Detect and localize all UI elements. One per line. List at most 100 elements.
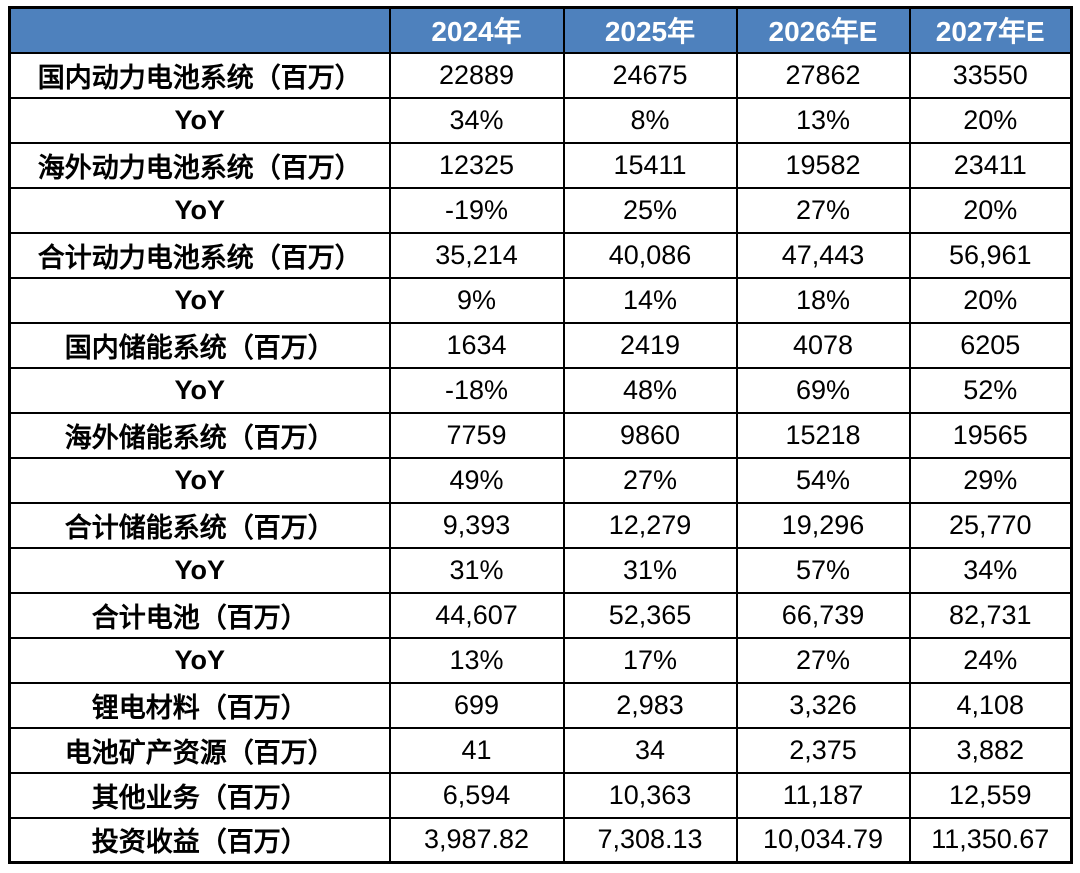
header-cell-2025: 2025年 [562, 6, 738, 54]
value-cell: 31% [388, 546, 565, 594]
header-cell-2026e: 2026年E [735, 6, 911, 54]
table-row: 合计电池（百万） 44,607 52,365 66,739 82,731 [8, 591, 1073, 639]
value-cell: 2419 [562, 321, 738, 369]
value-cell: 29% [908, 456, 1073, 504]
value-cell: 11,187 [735, 771, 911, 819]
row-label-cell: 其他业务（百万） [8, 771, 391, 819]
value-cell: 6,594 [388, 771, 565, 819]
row-label-cell: 合计电池（百万） [8, 591, 391, 639]
value-cell: 20% [908, 186, 1073, 234]
value-cell: 12,559 [908, 771, 1073, 819]
row-label-cell: 海外动力电池系统（百万） [8, 141, 391, 189]
value-cell: 11,350.67 [908, 816, 1073, 864]
table-row: 投资收益（百万） 3,987.82 7,308.13 10,034.79 11,… [8, 816, 1073, 864]
value-cell: 19565 [908, 411, 1073, 459]
value-cell: 82,731 [908, 591, 1073, 639]
value-cell: 9,393 [388, 501, 565, 549]
table-row: 海外储能系统（百万） 7759 9860 15218 19565 [8, 411, 1073, 459]
row-label-cell: 电池矿产资源（百万） [8, 726, 391, 774]
value-cell: 8% [562, 96, 738, 144]
header-cell-empty [8, 6, 391, 54]
value-cell: 10,034.79 [735, 816, 911, 864]
value-cell: 27% [735, 186, 911, 234]
value-cell: 19,296 [735, 501, 911, 549]
header-cell-2024: 2024年 [388, 6, 565, 54]
row-label-cell: 合计动力电池系统（百万） [8, 231, 391, 279]
value-cell: -19% [388, 186, 565, 234]
table-row: YoY 31% 31% 57% 34% [8, 546, 1073, 594]
value-cell: 66,739 [735, 591, 911, 639]
value-cell: 19582 [735, 141, 911, 189]
value-cell: 13% [388, 636, 565, 684]
value-cell: 12,279 [562, 501, 738, 549]
value-cell: 22889 [388, 51, 565, 99]
table-row: 电池矿产资源（百万） 41 34 2,375 3,882 [8, 726, 1073, 774]
value-cell: 3,882 [908, 726, 1073, 774]
table-row: 国内储能系统（百万） 1634 2419 4078 6205 [8, 321, 1073, 369]
value-cell: 3,326 [735, 681, 911, 729]
value-cell: 47,443 [735, 231, 911, 279]
value-cell: 35,214 [388, 231, 565, 279]
value-cell: 1634 [388, 321, 565, 369]
table-row: 国内动力电池系统（百万） 22889 24675 27862 33550 [8, 51, 1073, 99]
value-cell: 25% [562, 186, 738, 234]
row-label-cell: YoY [8, 456, 391, 504]
table-row: 合计动力电池系统（百万） 35,214 40,086 47,443 56,961 [8, 231, 1073, 279]
financial-forecast-table: 2024年 2025年 2026年E 2027年E 国内动力电池系统（百万） 2… [8, 6, 1073, 864]
value-cell: 40,086 [562, 231, 738, 279]
value-cell: 44,607 [388, 591, 565, 639]
table-row: 其他业务（百万） 6,594 10,363 11,187 12,559 [8, 771, 1073, 819]
value-cell: 57% [735, 546, 911, 594]
value-cell: 34 [562, 726, 738, 774]
row-label-cell: 合计储能系统（百万） [8, 501, 391, 549]
row-label-cell: 海外储能系统（百万） [8, 411, 391, 459]
row-label-cell: YoY [8, 96, 391, 144]
value-cell: 52,365 [562, 591, 738, 639]
value-cell: 24675 [562, 51, 738, 99]
value-cell: 13% [735, 96, 911, 144]
value-cell: 27862 [735, 51, 911, 99]
value-cell: 15411 [562, 141, 738, 189]
value-cell: 34% [908, 546, 1073, 594]
value-cell: 12325 [388, 141, 565, 189]
row-label-cell: YoY [8, 366, 391, 414]
value-cell: 7759 [388, 411, 565, 459]
table-row: YoY 9% 14% 18% 20% [8, 276, 1073, 324]
value-cell: 25,770 [908, 501, 1073, 549]
header-cell-2027e: 2027年E [908, 6, 1073, 54]
value-cell: 7,308.13 [562, 816, 738, 864]
table-row: 锂电材料（百万） 699 2,983 3,326 4,108 [8, 681, 1073, 729]
value-cell: 15218 [735, 411, 911, 459]
value-cell: 27% [735, 636, 911, 684]
value-cell: 6205 [908, 321, 1073, 369]
value-cell: 9860 [562, 411, 738, 459]
row-label-cell: 国内储能系统（百万） [8, 321, 391, 369]
value-cell: 10,363 [562, 771, 738, 819]
row-label-cell: YoY [8, 186, 391, 234]
value-cell: 56,961 [908, 231, 1073, 279]
row-label-cell: YoY [8, 636, 391, 684]
value-cell: 9% [388, 276, 565, 324]
table-row: YoY 13% 17% 27% 24% [8, 636, 1073, 684]
value-cell: 48% [562, 366, 738, 414]
value-cell: 18% [735, 276, 911, 324]
value-cell: 49% [388, 456, 565, 504]
value-cell: 2,375 [735, 726, 911, 774]
value-cell: 33550 [908, 51, 1073, 99]
value-cell: 27% [562, 456, 738, 504]
value-cell: 52% [908, 366, 1073, 414]
value-cell: 17% [562, 636, 738, 684]
value-cell: 24% [908, 636, 1073, 684]
value-cell: 4078 [735, 321, 911, 369]
value-cell: 2,983 [562, 681, 738, 729]
table-row: YoY -18% 48% 69% 52% [8, 366, 1073, 414]
value-cell: 54% [735, 456, 911, 504]
row-label-cell: 国内动力电池系统（百万） [8, 51, 391, 99]
table-row: YoY -19% 25% 27% 20% [8, 186, 1073, 234]
value-cell: 699 [388, 681, 565, 729]
table-row: 海外动力电池系统（百万） 12325 15411 19582 23411 [8, 141, 1073, 189]
value-cell: 23411 [908, 141, 1073, 189]
value-cell: 41 [388, 726, 565, 774]
value-cell: 14% [562, 276, 738, 324]
table-row: 合计储能系统（百万） 9,393 12,279 19,296 25,770 [8, 501, 1073, 549]
